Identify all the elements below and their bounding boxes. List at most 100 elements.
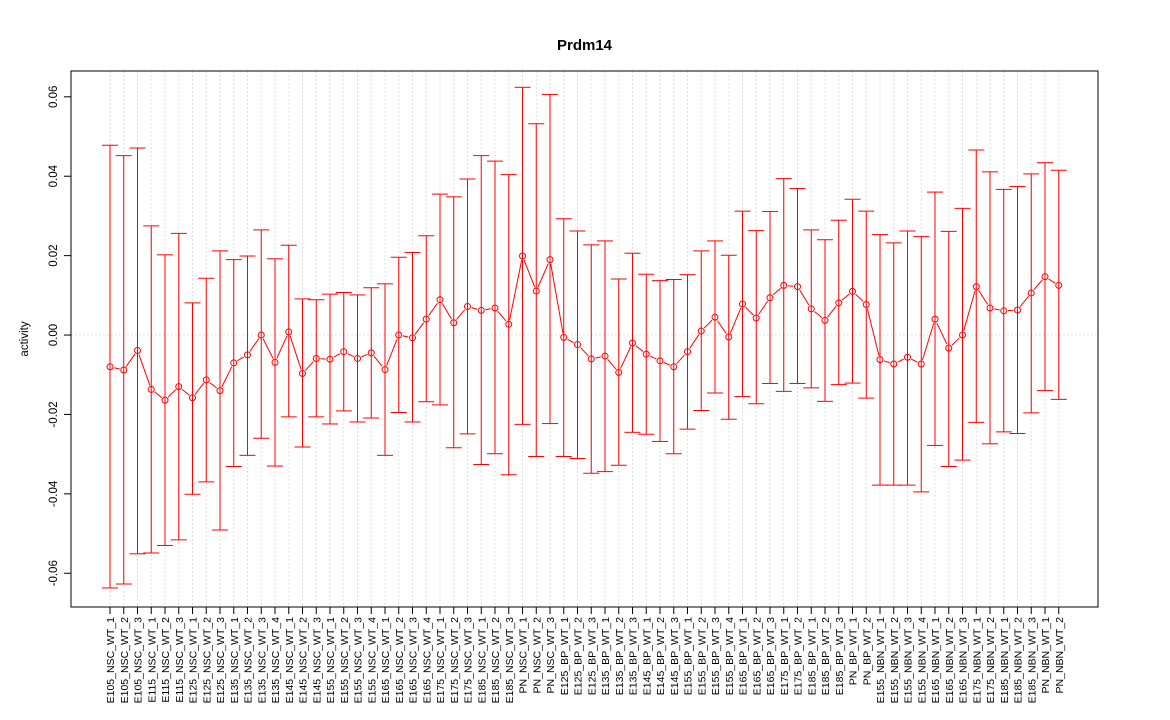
series-line-segment [799, 289, 810, 306]
series-line-segment [194, 382, 205, 395]
x-tick-label: E175_NBN_WT_2 [985, 617, 997, 704]
series-line-segment [347, 353, 354, 358]
data-point [1014, 306, 1021, 314]
data-point [601, 352, 609, 360]
x-tick-label: E135_NSC_WT_4 [270, 617, 282, 704]
data-point [629, 339, 636, 347]
series-line-segment [689, 334, 700, 349]
data-point [972, 283, 980, 291]
series-line-segment [125, 353, 136, 367]
x-tick-label: E145_BP_WT_3 [669, 617, 681, 695]
data-point [945, 344, 953, 352]
data-point [532, 287, 540, 295]
data-point [299, 370, 306, 378]
x-tick-label: E105_NSC_WT_1 [105, 617, 117, 704]
series-line-segment [703, 319, 713, 329]
data-point [285, 328, 293, 336]
data-point [381, 366, 389, 374]
x-tick-label: E135_NSC_WT_3 [256, 617, 268, 704]
x-tick-label: PN_NSC_WT_1 [518, 617, 530, 694]
series-line-segment [181, 388, 190, 396]
series-line-segment [523, 259, 536, 288]
series-line-segment [154, 391, 162, 398]
series-line-segment [963, 290, 976, 332]
x-tick-label: E165_NSC_WT_3 [408, 617, 420, 704]
data-point [505, 320, 513, 328]
series-line-segment [304, 361, 314, 371]
series-line-segment [1048, 278, 1056, 284]
data-point [656, 357, 664, 365]
series-group [102, 86, 1067, 589]
x-tick-label: E115_NSC_WT_1 [146, 617, 158, 703]
series-line-segment [333, 353, 341, 358]
series-line-segment [497, 310, 507, 322]
x-tick-label: PN_NBN_WT_2 [1054, 617, 1066, 694]
series-line-segment [1019, 295, 1030, 308]
data-point [711, 313, 719, 321]
x-tick-label: E165_BP_WT_3 [765, 617, 777, 695]
x-tick-label: E105_NSC_WT_3 [133, 617, 145, 704]
x-tick-label: E125_NSC_WT_2 [201, 617, 213, 704]
x-tick-label: E185_NBN_WT_3 [1026, 617, 1038, 704]
series-line-segment [373, 355, 383, 367]
data-point [725, 333, 733, 341]
y-tick-label: 0.06 [48, 86, 60, 108]
data-point [202, 376, 210, 384]
y-tick-label: -0.02 [48, 401, 60, 427]
data-point [821, 316, 829, 324]
x-tick-label: E155_NBN_WT_3 [903, 617, 915, 704]
series-line-segment [262, 338, 274, 359]
x-tick-label: E165_NSC_WT_4 [421, 617, 433, 704]
data-point [450, 319, 458, 327]
series-line-segment [951, 337, 960, 346]
data-point [106, 363, 114, 371]
series-line-segment [441, 303, 453, 320]
data-point [175, 383, 183, 391]
data-point [120, 366, 128, 374]
series-line-segment [772, 287, 781, 296]
data-point [615, 368, 623, 376]
series-line-segment [361, 354, 368, 358]
data-point [1000, 307, 1008, 315]
x-tick-label: E155_NSC_WT_1 [325, 617, 337, 704]
x-tick-label: E175_NBN_WT_1 [971, 617, 983, 704]
data-point [134, 347, 141, 355]
x-tick-label: E145_NSC_WT_1 [284, 617, 296, 704]
data-point [959, 331, 966, 339]
data-point [684, 348, 691, 356]
x-tick-label: E185_BP_WT_2 [820, 617, 832, 695]
x-tick-label: E165_BP_WT_2 [751, 617, 763, 695]
x-tick-label: E175_NSC_WT_3 [463, 617, 475, 704]
x-tick-label: E155_BP_WT_4 [724, 617, 736, 695]
data-point [230, 359, 238, 367]
series-line-segment [716, 320, 727, 334]
data-point [395, 331, 403, 339]
series-line-segment [113, 367, 120, 370]
data-point [917, 360, 925, 368]
series-line-segment [428, 302, 438, 317]
data-point [464, 302, 471, 310]
series-line-segment [855, 293, 864, 302]
data-point [986, 304, 994, 312]
data-point [340, 348, 348, 356]
y-tick-label: 0.02 [48, 244, 60, 266]
x-tick-label: E175_BP_WT_2 [793, 617, 805, 695]
x-tick-label: PN_BP_WT_1 [848, 617, 860, 685]
data-point [807, 305, 815, 313]
data-point [409, 334, 416, 342]
x-tick-label: E155_NBN_WT_4 [916, 617, 928, 704]
data-point [1027, 289, 1035, 297]
series-line-segment [1033, 279, 1043, 291]
data-point [216, 387, 224, 395]
data-point [1041, 273, 1049, 281]
series-line-segment [883, 360, 890, 364]
x-tick-label: E165_BP_WT_1 [738, 617, 750, 695]
x-tick-label: E155_NBN_WT_2 [889, 617, 901, 704]
data-point [587, 355, 595, 363]
series-line-segment [209, 382, 217, 389]
data-point [546, 256, 554, 264]
series-line-segment [978, 289, 989, 305]
series-line-segment [249, 338, 260, 352]
data-point [491, 304, 499, 312]
series-line-segment [676, 354, 686, 365]
